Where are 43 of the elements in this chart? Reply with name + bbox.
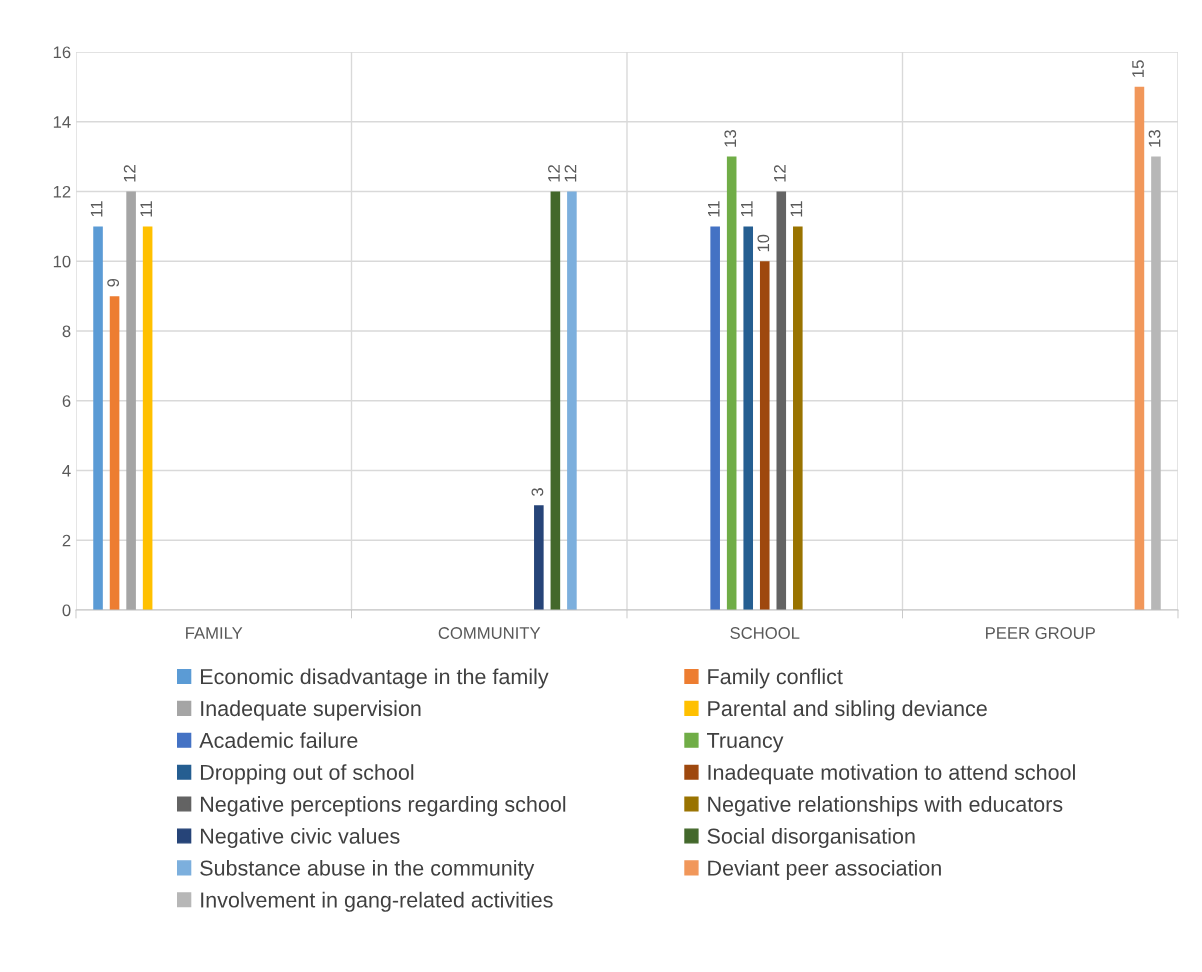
legend-label: Truancy <box>707 733 784 753</box>
data-label: 13 <box>1148 130 1161 147</box>
data-label: 10 <box>757 234 770 252</box>
y-tick-label: 6 <box>62 395 71 407</box>
data-label: 13 <box>724 130 737 147</box>
legend-label: Negative civic values <box>200 827 400 849</box>
x-tick-label: SCHOOL <box>730 627 800 639</box>
legend-label: Inadequate motivation to attend school <box>708 764 1075 785</box>
legend-label: Substance abuse in the community <box>200 859 535 880</box>
legend-label: Deviant peer association <box>708 859 941 880</box>
y-tick-label: 10 <box>53 255 71 268</box>
x-tick-label: PEER GROUP <box>986 627 1095 639</box>
legend-label: Family conflict <box>708 668 843 689</box>
legend-label: Involvement in gang-related activities <box>201 891 553 912</box>
y-tick-label: 4 <box>62 465 71 477</box>
data-label: 9 <box>107 278 120 287</box>
data-label: 11 <box>741 201 753 217</box>
data-label: 3 <box>531 488 544 497</box>
y-tick-label: 12 <box>53 185 71 198</box>
y-tick-label: 16 <box>53 46 71 59</box>
data-label: 12 <box>773 165 786 182</box>
y-tick-label: 14 <box>53 116 71 128</box>
data-label: 12 <box>123 165 136 182</box>
legend-label: Academic failure <box>199 732 358 749</box>
data-label: 12 <box>564 165 577 182</box>
y-tick-label: 0 <box>62 604 71 617</box>
x-tick-label: COMMUNITY <box>438 627 541 639</box>
legend-label: Inadequate supervision <box>201 700 421 721</box>
x-tick-label: FAMILY <box>186 627 243 639</box>
data-label: 15 <box>1132 60 1144 77</box>
y-tick-label: 2 <box>62 534 71 547</box>
legend-label: Dropping out of school <box>200 764 414 785</box>
legend-label: Negative relationships with educators <box>708 796 1063 817</box>
legend-label: Negative perceptions regarding school <box>200 796 566 817</box>
data-label: 11 <box>90 201 103 217</box>
data-label: 11 <box>708 201 720 217</box>
legend-label: Economic disadvantage in the family <box>200 668 549 689</box>
legend-label: Social disorganisation <box>707 827 915 849</box>
data-label: 11 <box>790 201 803 217</box>
y-tick-label: 8 <box>62 325 71 338</box>
data-label: 12 <box>548 165 560 182</box>
legend-label: Parental and sibling deviance <box>708 700 987 721</box>
data-label: 11 <box>140 201 152 217</box>
